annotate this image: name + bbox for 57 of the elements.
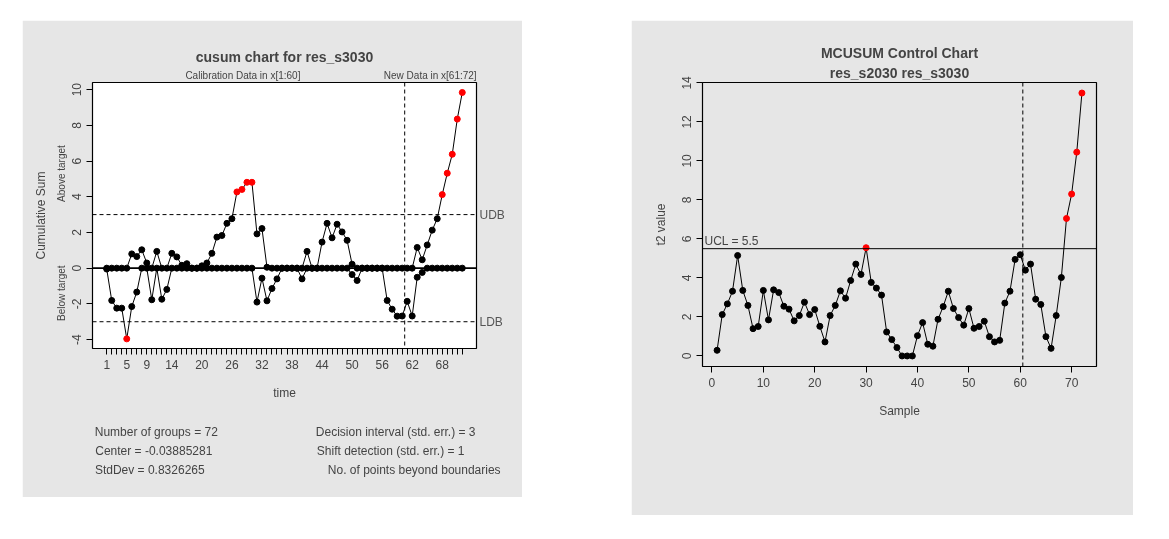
y-axis-title: t2 value [653,203,668,246]
x-tick-label: 56 [375,357,390,372]
chart-subtitle: res_s2030 res_s3030 [829,64,970,81]
y-axis-title: Cumulative Sum [33,171,48,260]
x-tick-label: 0 [708,375,716,390]
x-tick-label: 20 [808,375,822,390]
y-tick-label: 14 [680,75,695,90]
y-tick-label: 0 [70,264,85,272]
y-tick-label: 12 [680,114,695,129]
y-tick-label: 10 [70,82,85,97]
y-tick-label: 0 [680,352,695,360]
y-tick-label: -2 [70,298,85,310]
ref-line-label: UCL = 5.5 [704,233,759,248]
x-tick-label: 5 [123,357,131,372]
y-tick-label: 10 [680,153,695,168]
text: New Data in x[61:72] [383,69,477,81]
x-tick-label: 14 [165,357,179,372]
y-tick-label: 2 [70,228,85,236]
text: Center = -0.03885281 [95,443,213,458]
ref-line-label: LDB [479,314,503,329]
x-tick-label: 50 [345,357,360,372]
y-tick-label: 8 [680,196,695,204]
text: Calibration Data in x[1:60] [185,69,301,81]
text: Below target [56,265,68,321]
x-tick-label: 40 [910,375,925,390]
y-tick-label: 4 [680,274,695,282]
x-axis-title: Sample [879,403,921,418]
x-tick-label: 50 [962,375,976,390]
chart-title: cusum chart for res_s3030 [195,48,374,65]
y-tick-label: -4 [70,333,85,345]
x-tick-label: 26 [225,357,239,372]
chart-title: MCUSUM Control Chart [820,44,979,61]
x-tick-label: 60 [1013,375,1028,390]
x-tick-label: 30 [859,375,874,390]
text: No. of points beyond boundaries [327,462,501,477]
text: Above target [56,144,68,202]
x-tick-label: 44 [315,357,330,372]
x-tick-label: 20 [195,357,209,372]
x-tick-label: 9 [143,357,151,372]
x-tick-label: 68 [435,357,450,372]
text: Number of groups = 72 [94,424,219,439]
x-tick-label: 10 [756,375,771,390]
text: Shift detection (std. err.) = 1 [316,443,465,458]
text: StdDev = 0.8326265 [94,462,205,477]
text: Decision interval (std. err.) = 3 [315,424,476,439]
x-tick-label: 32 [255,357,269,372]
x-axis-title: time [273,385,297,400]
y-tick-label: 2 [680,313,695,321]
x-tick-label: 1 [103,357,111,372]
x-tick-label: 70 [1064,375,1079,390]
y-tick-label: 6 [70,157,85,165]
y-tick-label: 4 [70,193,85,201]
y-tick-label: 8 [70,121,85,129]
y-tick-label: 6 [680,235,695,243]
ref-line-label: UDB [479,207,505,222]
x-tick-label: 62 [405,357,420,372]
x-tick-label: 38 [285,357,300,372]
